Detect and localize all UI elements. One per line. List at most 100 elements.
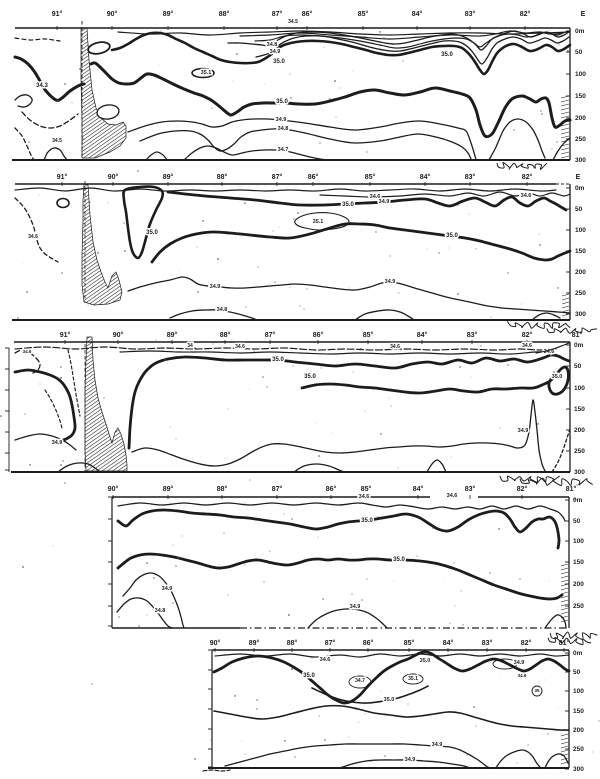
svg-text:82°: 82°	[521, 639, 532, 647]
svg-text:100: 100	[573, 538, 584, 545]
svg-text:83°: 83°	[482, 639, 493, 647]
svg-text:90°: 90°	[108, 485, 119, 493]
svg-text:85°: 85°	[358, 10, 369, 18]
svg-text:0m: 0m	[574, 342, 584, 349]
svg-text:50: 50	[575, 49, 583, 56]
svg-text:250: 250	[574, 448, 585, 455]
svg-text:150: 150	[573, 559, 584, 566]
svg-text:86°: 86°	[313, 331, 324, 339]
svg-text:250: 250	[575, 290, 586, 297]
svg-text:86°: 86°	[308, 173, 319, 181]
svg-text:34.6: 34.6	[359, 494, 370, 500]
svg-text:84°: 84°	[420, 173, 431, 181]
svg-text:250: 250	[573, 603, 584, 610]
svg-text:35.0: 35.0	[441, 52, 453, 58]
svg-text:34.7: 34.7	[278, 147, 289, 153]
svg-text:82°: 82°	[522, 173, 533, 181]
svg-text:100: 100	[574, 385, 585, 392]
svg-text:34.6: 34.6	[521, 193, 532, 199]
svg-text:87°: 87°	[272, 485, 283, 493]
svg-text:200: 200	[573, 581, 584, 588]
svg-text:84°: 84°	[443, 639, 454, 647]
svg-text:0m: 0m	[575, 28, 585, 35]
svg-text:150: 150	[574, 406, 585, 413]
svg-text:100: 100	[575, 227, 586, 234]
svg-text:34.9: 34.9	[518, 428, 529, 434]
svg-text:35.0: 35.0	[276, 99, 288, 105]
svg-text:34.9: 34.9	[405, 757, 416, 763]
svg-text:88°: 88°	[219, 10, 230, 18]
svg-text:35.0: 35.0	[384, 697, 395, 703]
svg-text:34.9: 34.9	[514, 660, 525, 666]
svg-text:34.9: 34.9	[210, 284, 221, 290]
svg-text:34.8: 34.8	[278, 126, 289, 132]
svg-text:34.5: 34.5	[288, 19, 298, 25]
svg-text:81°: 81°	[572, 331, 583, 339]
svg-text:82°: 82°	[520, 10, 531, 18]
svg-text:250: 250	[575, 136, 586, 143]
svg-text:88°: 88°	[220, 331, 231, 339]
svg-text:89°: 89°	[163, 10, 174, 18]
svg-text:34.3: 34.3	[36, 83, 48, 89]
svg-text:35.0: 35.0	[272, 357, 284, 363]
svg-text:85°: 85°	[361, 485, 372, 493]
svg-text:200: 200	[575, 269, 586, 276]
svg-text:85°: 85°	[363, 331, 374, 339]
svg-text:250: 250	[573, 746, 584, 753]
svg-text:89°: 89°	[249, 639, 260, 647]
svg-text:50: 50	[575, 206, 583, 213]
svg-text:90°: 90°	[108, 173, 119, 181]
svg-text:50: 50	[573, 669, 581, 676]
svg-text:34.8: 34.8	[155, 608, 166, 614]
svg-text:84°: 84°	[417, 331, 428, 339]
svg-text:34.6: 34.6	[390, 344, 400, 350]
svg-text:82°: 82°	[517, 485, 528, 493]
svg-text:150: 150	[575, 248, 586, 255]
svg-text:35.1: 35.1	[408, 676, 418, 682]
svg-text:300: 300	[575, 311, 586, 318]
svg-text:85°: 85°	[404, 639, 415, 647]
svg-text:34.5: 34.5	[52, 138, 62, 144]
svg-text:82°: 82°	[522, 331, 533, 339]
svg-text:91°: 91°	[52, 10, 63, 18]
svg-text:88°: 88°	[217, 485, 228, 493]
svg-text:89°: 89°	[167, 331, 178, 339]
svg-text:34: 34	[187, 343, 193, 349]
svg-text:300: 300	[574, 469, 585, 476]
svg-text:34.6: 34.6	[23, 349, 32, 354]
svg-text:35.0: 35.0	[552, 374, 563, 380]
svg-text:35.0: 35.0	[342, 202, 354, 208]
svg-text:35.0: 35.0	[304, 374, 316, 380]
svg-text:35.0: 35.0	[273, 59, 285, 65]
svg-text:83°: 83°	[465, 485, 476, 493]
svg-text:34.9: 34.9	[350, 604, 361, 610]
svg-text:87°: 87°	[272, 10, 283, 18]
svg-text:34.9: 34.9	[162, 586, 173, 592]
svg-text:91°: 91°	[57, 173, 68, 181]
svg-text:34.9: 34.9	[379, 199, 390, 205]
svg-text:0m: 0m	[573, 650, 583, 657]
svg-text:100: 100	[573, 688, 584, 695]
svg-text:34.6: 34.6	[28, 234, 38, 240]
svg-text:85°: 85°	[365, 173, 376, 181]
svg-text:35.0: 35.0	[420, 658, 431, 664]
svg-text:88°: 88°	[217, 173, 228, 181]
svg-text:34.6: 34.6	[447, 493, 458, 499]
svg-text:50: 50	[574, 363, 582, 370]
svg-text:34.6: 34.6	[544, 349, 555, 355]
svg-text:91°: 91°	[60, 331, 71, 339]
svg-text:81°: 81°	[559, 639, 570, 647]
svg-text:300: 300	[573, 766, 584, 773]
svg-text:84°: 84°	[413, 485, 424, 493]
svg-text:34.9: 34.9	[385, 279, 396, 285]
svg-text:0m: 0m	[575, 185, 585, 192]
svg-text:35.1: 35.1	[201, 70, 212, 76]
svg-text:200: 200	[575, 115, 586, 122]
svg-text:34.6: 34.6	[235, 344, 245, 350]
svg-text:300: 300	[575, 157, 586, 164]
svg-text:E: E	[581, 11, 586, 18]
svg-text:35.1: 35.1	[313, 219, 324, 225]
svg-text:0m: 0m	[573, 497, 583, 504]
svg-text:89°: 89°	[163, 173, 174, 181]
svg-text:34.6: 34.6	[522, 343, 532, 349]
